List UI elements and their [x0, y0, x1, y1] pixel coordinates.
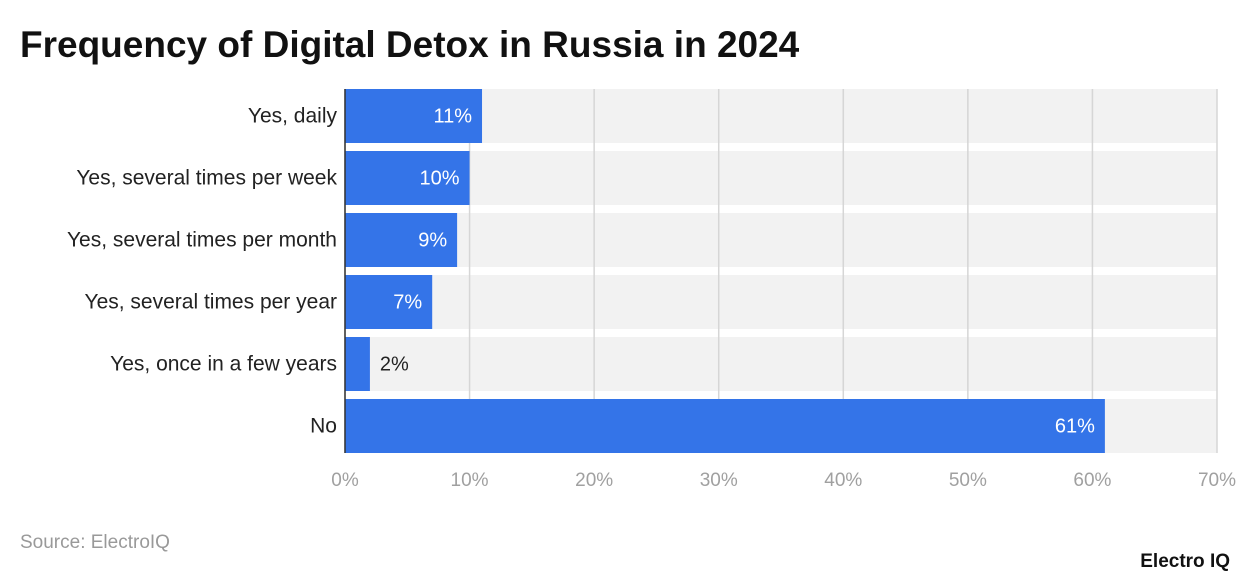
- bar: [345, 399, 1105, 453]
- source: Source: ElectroIQ: [20, 532, 170, 553]
- brand: Electro IQ: [1140, 551, 1230, 572]
- x-tick-label: 70%: [1198, 470, 1236, 491]
- bar: [345, 275, 433, 329]
- bar: [345, 151, 470, 205]
- x-tick-label: 60%: [1073, 470, 1111, 491]
- row-background: [345, 337, 1217, 391]
- data-label: 61%: [1055, 415, 1095, 437]
- x-tick-label: 40%: [824, 470, 862, 491]
- y-tick-label: Yes, several times per month: [67, 229, 337, 252]
- x-tick-label: 10%: [451, 470, 489, 491]
- data-label: 2%: [380, 353, 409, 375]
- y-tick-label: No: [310, 415, 337, 438]
- bar: [345, 89, 483, 143]
- x-tick-label: 50%: [949, 470, 987, 491]
- row-background: [345, 275, 1217, 329]
- bar: [345, 337, 370, 391]
- x-tick-label: 30%: [700, 470, 738, 491]
- x-tick-label: 0%: [331, 470, 359, 491]
- chart-title: Frequency of Digital Detox in Russia in …: [20, 24, 800, 65]
- data-label: 7%: [393, 291, 422, 313]
- row-background: [345, 151, 1217, 205]
- data-label: 10%: [420, 167, 460, 189]
- y-tick-label: Yes, several times per week: [76, 167, 337, 190]
- y-tick-label: Yes, several times per year: [84, 291, 337, 314]
- y-tick-label: Yes, daily: [248, 105, 338, 128]
- plot-area: 0% 10% 20% 30% 40% 50% 60% 70% Yes, daily 11% Yes,…: [67, 89, 1236, 491]
- data-label: 11%: [433, 105, 472, 127]
- y-tick-label: Yes, once in a few years: [110, 353, 337, 376]
- x-tick-label: 20%: [575, 470, 613, 491]
- data-label: 9%: [418, 229, 447, 251]
- row-background: [345, 89, 1217, 143]
- row-background: [345, 213, 1217, 267]
- bar: [345, 213, 458, 267]
